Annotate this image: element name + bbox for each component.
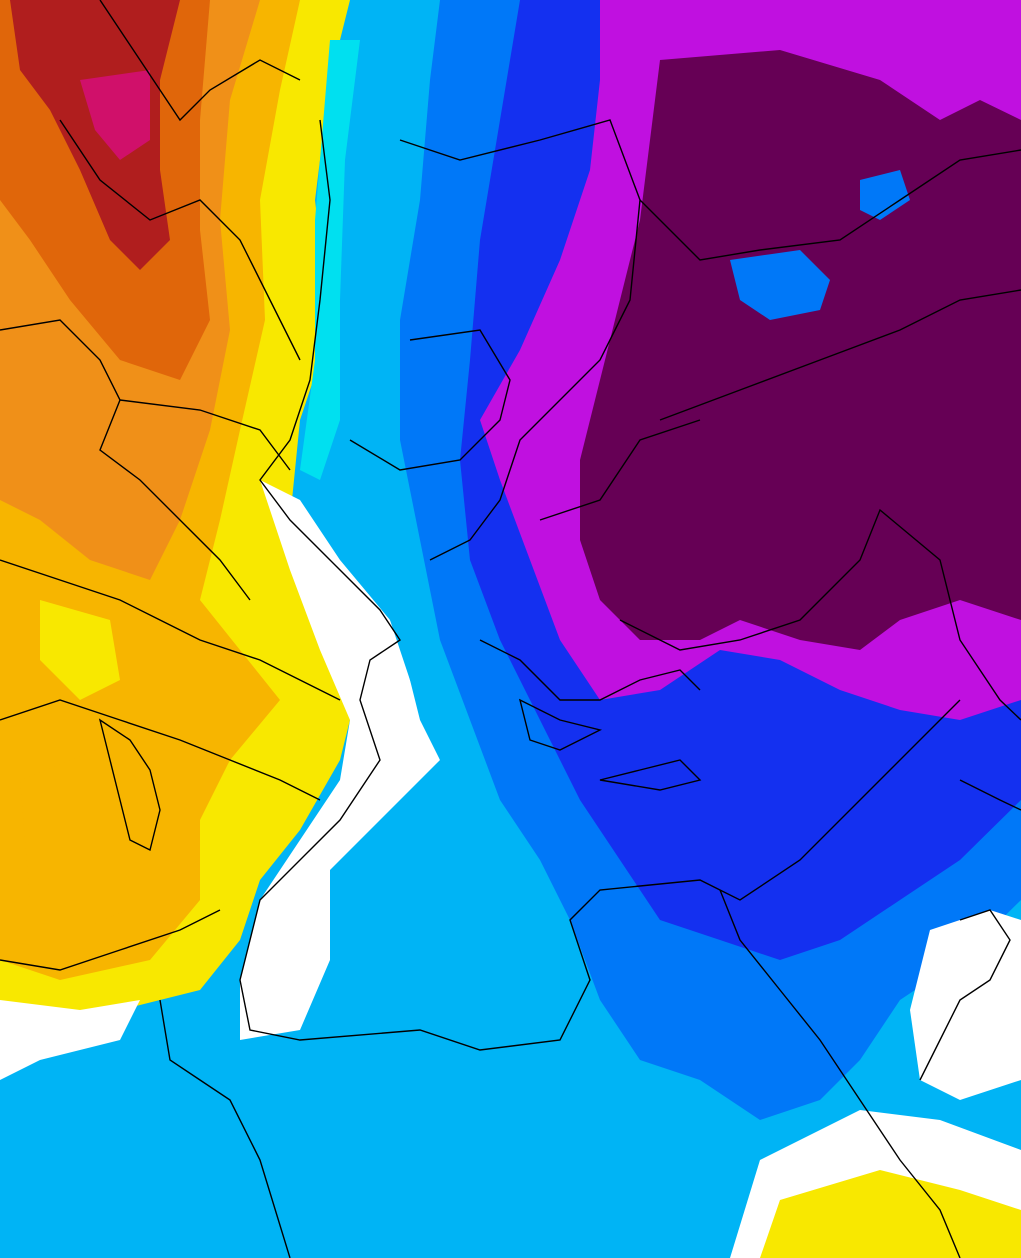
border-line bbox=[639, 149, 1021, 261]
border-line bbox=[98, 718, 161, 852]
border-line bbox=[479, 639, 701, 701]
border-line bbox=[99, 0, 301, 122]
border-line bbox=[119, 399, 291, 471]
warm-zone-yellow-patch bbox=[40, 600, 120, 700]
cold-zone-blue-pocket-2 bbox=[860, 170, 910, 220]
neutral-zone-white-east bbox=[910, 910, 1021, 1100]
cold-zone-cyan-rim bbox=[300, 40, 360, 480]
warm-zone-deep-red bbox=[10, 0, 180, 270]
border-line bbox=[539, 419, 701, 521]
border-line bbox=[0, 909, 221, 971]
cold-zone-dark-purple bbox=[580, 50, 1021, 650]
border-line bbox=[399, 119, 641, 561]
neutral-zone-white-south bbox=[0, 1000, 140, 1080]
warm-zone-yellow-southeast-core bbox=[760, 1170, 1021, 1258]
border-line bbox=[518, 698, 603, 751]
border-line bbox=[659, 289, 1021, 421]
warm-zone-magenta-core bbox=[80, 70, 150, 160]
border-line bbox=[959, 779, 1021, 811]
border-line bbox=[239, 119, 961, 1051]
border-line bbox=[159, 999, 291, 1258]
border-line bbox=[0, 319, 251, 601]
border-line bbox=[719, 889, 961, 1258]
border-line bbox=[619, 508, 1021, 721]
border-line bbox=[919, 909, 1011, 1081]
border-line bbox=[599, 759, 702, 791]
cold-zone-blue-pocket bbox=[730, 250, 830, 320]
border-line bbox=[0, 559, 341, 701]
border-line bbox=[59, 119, 301, 361]
border-line bbox=[0, 699, 321, 801]
border-line bbox=[349, 329, 511, 471]
warm-zone-gold-italy bbox=[20, 740, 160, 930]
